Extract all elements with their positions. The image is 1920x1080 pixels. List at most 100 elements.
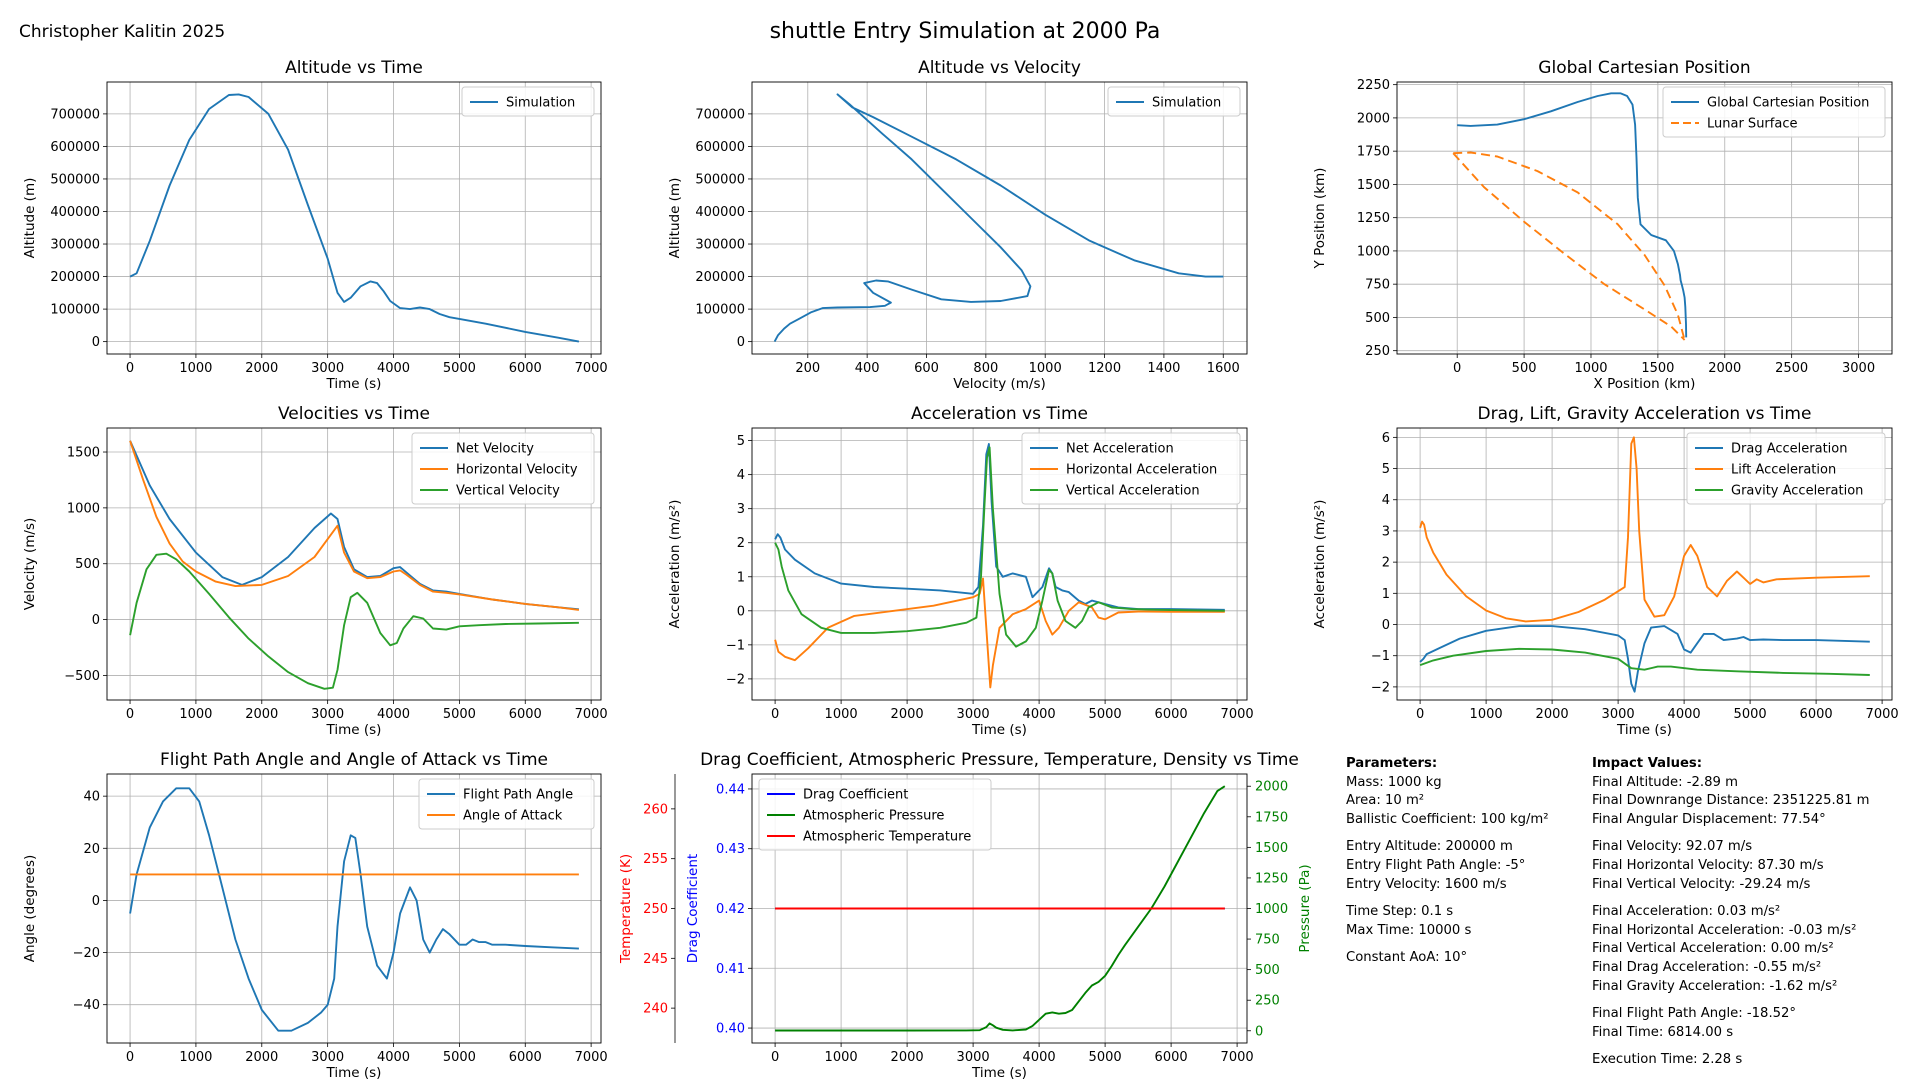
y-tick-label: 300000 xyxy=(695,238,745,253)
group-spacer xyxy=(1346,894,1549,903)
x-tick-label: 5000 xyxy=(1734,707,1767,722)
y-axis-label: Y Position (km) xyxy=(1312,168,1328,270)
y-axis-label: Altitude (m) xyxy=(667,178,683,259)
parameter-line: Entry Velocity: 1600 m/s xyxy=(1346,876,1507,892)
x-axis-label: Velocity (m/s) xyxy=(953,376,1046,392)
y-tick-label: 5 xyxy=(1382,462,1390,477)
y-tick-label: −1 xyxy=(1371,649,1390,664)
legend: Drag Coefficient Atmospheric Pressure Atmo… xyxy=(758,778,992,851)
x-tick-label: 3000 xyxy=(957,1050,990,1065)
y-tick-label: 0.43 xyxy=(716,842,745,857)
chart-title: Velocities vs Time xyxy=(278,404,430,424)
series-line-horizontal-acceleration xyxy=(774,577,1225,689)
y-tick-label: 3 xyxy=(1382,524,1390,539)
x-tick-label: 2000 xyxy=(245,707,278,722)
y-tick-label: 5 xyxy=(737,434,745,449)
x-tick-label: 7000 xyxy=(575,1050,608,1065)
series-line-lunar-surface xyxy=(1452,151,1686,341)
x-axis-label: X Position (km) xyxy=(1594,376,1696,392)
x-tick-label: 4000 xyxy=(377,1050,410,1065)
chart-title: Global Cartesian Position xyxy=(1538,58,1750,78)
pressure-tick-label: 0 xyxy=(1255,1024,1263,1039)
x-tick-label: 5000 xyxy=(1089,707,1122,722)
y-tick-label: 500 xyxy=(75,557,100,572)
y-tick-label: −2 xyxy=(1371,680,1390,695)
legend-box xyxy=(1021,432,1241,505)
series-line-global-cartesian-position xyxy=(1457,92,1688,338)
impact-value-line: Final Horizontal Velocity: 87.30 m/s xyxy=(1592,857,1824,873)
legend-label: Gravity Acceleration xyxy=(1731,484,1863,499)
x-tick-label: 1000 xyxy=(1029,361,1062,376)
y-tick-label: 500000 xyxy=(50,172,100,187)
legend-label: Vertical Velocity xyxy=(456,484,560,499)
parameter-line: Ballistic Coefficient: 100 kg/m² xyxy=(1346,811,1549,827)
impact-value-line: Final Horizontal Acceleration: -0.03 m/s… xyxy=(1592,922,1857,938)
x-tick-label: 4000 xyxy=(1023,707,1056,722)
temp-tick-label: 255 xyxy=(643,852,668,867)
parameter-line: Constant AoA: 10° xyxy=(1346,950,1468,966)
impact-value-line: Final Vertical Velocity: -29.24 m/s xyxy=(1592,876,1811,892)
group-spacer xyxy=(1346,829,1549,838)
impact-value-line: Final Altitude: -2.89 m xyxy=(1592,774,1738,790)
impact-value-line: Final Velocity: 92.07 m/s xyxy=(1592,839,1753,855)
y-tick-label: 0 xyxy=(92,613,100,628)
y-tick-label: 4 xyxy=(1382,493,1390,508)
x-tick-label: 6000 xyxy=(1155,707,1188,722)
parameter-title: Parameters: xyxy=(1346,756,1438,771)
chart-title: Altitude vs Time xyxy=(285,58,423,78)
chart-dlg_time: Drag, Lift, Gravity Acceleration vs Time… xyxy=(1312,404,1899,738)
pressure-tick-label: 1500 xyxy=(1255,841,1288,856)
x-tick-label: 2000 xyxy=(1708,361,1741,376)
y-tick-label: 1750 xyxy=(1357,145,1390,160)
chart-title: Drag Coefficient, Atmospheric Pressure, … xyxy=(700,750,1299,770)
y-tick-label: 1500 xyxy=(67,446,100,461)
x-tick-label: 3000 xyxy=(311,361,344,376)
x-tick-label: 3000 xyxy=(311,707,344,722)
y-tick-label: −40 xyxy=(73,998,100,1013)
pressure-tick-label: 250 xyxy=(1255,994,1280,1009)
x-tick-label: 7000 xyxy=(1866,707,1899,722)
x-tick-label: 6000 xyxy=(1800,707,1833,722)
chart-alt_vel: Altitude vs Velocity 200 400 600 800 1000 1200… xyxy=(667,58,1248,392)
series-line-net-acceleration xyxy=(774,443,1225,611)
pressure-tick-label: 2000 xyxy=(1255,780,1288,795)
chart-fpa_time: Flight Path Angle and Angle of Attack vs… xyxy=(22,750,608,1080)
y-tick-label: −500 xyxy=(64,669,100,684)
temp-tick-label: 240 xyxy=(643,1002,668,1017)
x-tick-label: 1000 xyxy=(1470,707,1503,722)
y-tick-label: 250 xyxy=(1365,344,1390,359)
y-tick-label: 4 xyxy=(737,468,745,483)
legend: Net Velocity Horizontal Velocity Vertical … xyxy=(411,432,595,505)
chart-alt_time: Altitude vs Time 0 1000 2000 3000 4000 5000 600… xyxy=(22,58,608,392)
y-tick-label: 2 xyxy=(1382,556,1390,571)
x-axis-label: Time (s) xyxy=(326,376,382,392)
legend-label: Simulation xyxy=(506,96,575,111)
x-axis-label: Time (s) xyxy=(971,1065,1027,1080)
y-tick-label: 0 xyxy=(92,335,100,350)
x-tick-label: 0 xyxy=(126,1050,134,1065)
x-tick-label: 0 xyxy=(1416,707,1424,722)
legend-label: Vertical Acceleration xyxy=(1066,484,1200,499)
legend-label: Drag Coefficient xyxy=(803,788,908,803)
y-tick-label: 700000 xyxy=(50,107,100,122)
axes-frame xyxy=(751,427,1248,701)
legend-label: Flight Path Angle xyxy=(463,788,573,803)
y-tick-label: 40 xyxy=(83,790,100,805)
x-tick-label: 1600 xyxy=(1207,361,1240,376)
chart-title: Flight Path Angle and Angle of Attack vs… xyxy=(160,750,548,770)
pressure-tick-label: 1750 xyxy=(1255,810,1288,825)
y-tick-label: 100000 xyxy=(695,303,745,318)
series-line-atmospheric-pressure xyxy=(775,785,1226,1032)
legend: Net Acceleration Horizontal Acceleration V… xyxy=(1021,432,1241,505)
x-tick-label: 600 xyxy=(914,361,939,376)
legend: Drag Acceleration Lift Acceleration Gravit… xyxy=(1686,432,1886,505)
x-tick-label: 2000 xyxy=(1536,707,1569,722)
x-tick-label: 5000 xyxy=(443,361,476,376)
legend-box xyxy=(758,778,992,851)
impact-value-line: Final Downrange Distance: 2351225.81 m xyxy=(1592,793,1870,809)
legend-label: Simulation xyxy=(1152,96,1221,111)
legend-label: Lift Acceleration xyxy=(1731,463,1836,478)
y-tick-label: 2250 xyxy=(1357,78,1390,93)
